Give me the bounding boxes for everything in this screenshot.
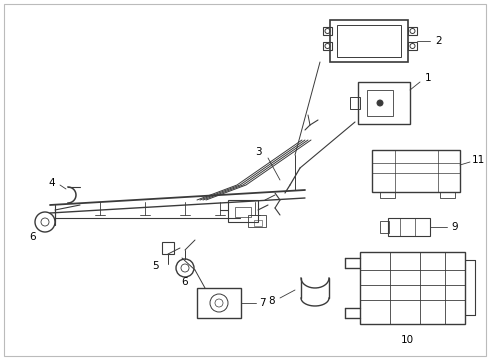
Bar: [380, 221, 389, 233]
Text: 6: 6: [30, 232, 36, 242]
Bar: [367, 90, 393, 116]
Bar: [408, 42, 417, 50]
Circle shape: [377, 100, 383, 106]
Text: 4: 4: [49, 178, 55, 188]
Text: 3: 3: [255, 147, 261, 157]
Bar: [162, 242, 174, 254]
Bar: [337, 25, 401, 57]
Bar: [228, 200, 258, 222]
Text: 2: 2: [436, 36, 442, 46]
Bar: [408, 27, 417, 35]
Bar: [388, 218, 430, 236]
Bar: [372, 150, 460, 192]
Text: 6: 6: [182, 277, 188, 287]
Bar: [254, 220, 262, 226]
Bar: [380, 192, 395, 198]
Bar: [248, 215, 266, 227]
Text: 7: 7: [259, 298, 265, 308]
Text: 10: 10: [400, 335, 414, 345]
Bar: [358, 82, 410, 124]
Text: 1: 1: [425, 73, 431, 83]
Bar: [323, 42, 332, 50]
Bar: [235, 207, 251, 217]
Bar: [440, 192, 455, 198]
Bar: [197, 288, 241, 318]
Text: 8: 8: [269, 296, 275, 306]
Text: 11: 11: [471, 155, 485, 165]
Bar: [350, 97, 360, 109]
Text: 5: 5: [152, 261, 158, 271]
Bar: [360, 252, 465, 324]
Bar: [330, 20, 408, 62]
Bar: [323, 27, 332, 35]
Text: 9: 9: [452, 222, 458, 232]
